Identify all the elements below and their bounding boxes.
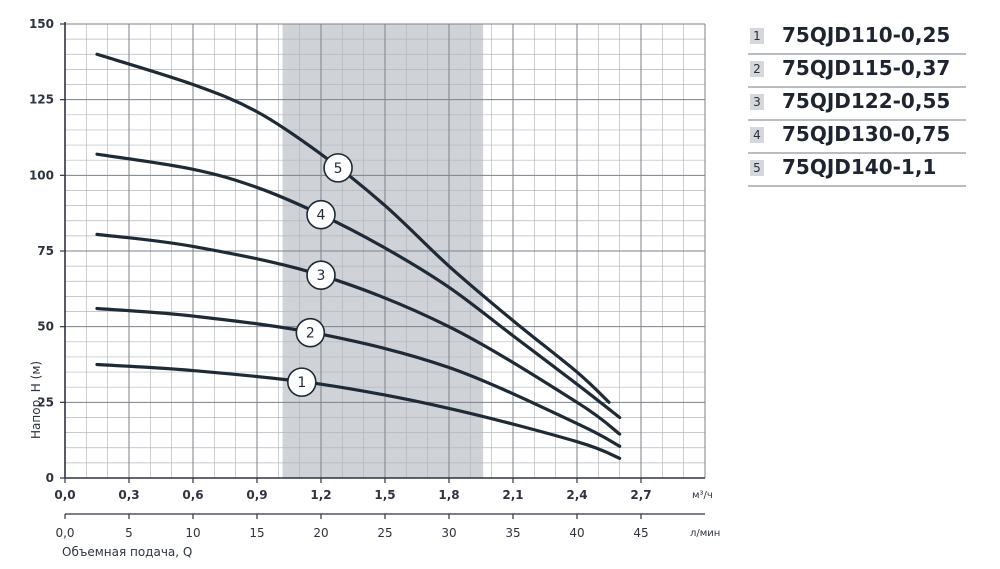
legend-label: 75QJD140-1,1 [782, 155, 937, 179]
marker-label: 1 [297, 375, 306, 391]
legend-label: 75QJD122-0,55 [782, 89, 951, 113]
series-marker-2: 2 [295, 317, 326, 348]
x-tick-label-lmin: 0,0 [55, 526, 74, 540]
x-tick-label-m3h: 0,3 [118, 488, 139, 502]
x-tick-label-m3h: 2,4 [566, 488, 587, 502]
legend-number: 1 [750, 28, 764, 44]
marker-label: 2 [306, 326, 315, 342]
x-tick-label-m3h: 2,1 [502, 488, 523, 502]
marker-label: 4 [317, 208, 326, 224]
y-axis-label: Напор, H (м) [29, 361, 43, 439]
x-tick-label-lmin: 5 [125, 526, 133, 540]
marker-circle [306, 199, 336, 230]
legend-label: 75QJD130-0,75 [782, 122, 951, 146]
legend-label: 75QJD115-0,37 [782, 56, 951, 80]
series-marker-4: 4 [306, 199, 336, 230]
y-tick-label: 0 [46, 471, 54, 485]
y-tick-label: 100 [29, 168, 54, 182]
x-axis-label: Объемная подача, Q [62, 545, 192, 559]
legend-item: 5 75QJD140-1,1 [748, 154, 966, 187]
legend-number: 5 [750, 160, 764, 176]
marker-circle [286, 367, 317, 397]
series-line-4 [95, 152, 622, 420]
legend-number: 3 [750, 94, 764, 110]
x-tick-label-lmin: 40 [569, 526, 584, 540]
legend-item: 1 75QJD110-0,25 [748, 22, 966, 55]
y-tick-label: 150 [29, 17, 54, 31]
series-line-5 [95, 52, 611, 404]
x-tick-label-m3h: 2,7 [630, 488, 651, 502]
x-tick-label-m3h: 0,6 [182, 488, 203, 502]
x-tick-label-lmin: 30 [441, 526, 456, 540]
series-marker-5: 5 [323, 153, 353, 183]
series-line-3 [95, 232, 622, 436]
legend-label: 75QJD110-0,25 [782, 23, 951, 47]
x-tick-label-m3h: 0,9 [246, 488, 267, 502]
x-tick-label-lmin: 35 [505, 526, 520, 540]
marker-circle [323, 153, 353, 183]
x-tick-label-lmin: 20 [313, 526, 328, 540]
y-tick-label: 50 [37, 320, 54, 334]
series [95, 52, 622, 460]
x-unit-bottom: л/мин [690, 528, 720, 539]
x-tick-label-m3h: 1,5 [374, 488, 395, 502]
series-marker-3: 3 [306, 260, 336, 291]
series-line-2 [95, 306, 622, 448]
legend-number: 2 [750, 61, 764, 77]
x-tick-label-lmin: 25 [377, 526, 392, 540]
y-tick-label: 125 [29, 93, 54, 107]
legend: 1 75QJD110-0,25 2 75QJD115-0,37 3 75QJD1… [748, 22, 966, 187]
x-tick-label-lmin: 10 [185, 526, 200, 540]
y-tick-label: 25 [37, 395, 54, 409]
x-tick-label-m3h: 0,0 [54, 488, 75, 502]
x-tick-label-m3h: 1,8 [438, 488, 459, 502]
axis-labels: Напор, H (м) м³/ч л/мин Объемная подача,… [29, 361, 720, 559]
x-tick-label-lmin: 45 [633, 526, 648, 540]
series-marker-1: 1 [286, 367, 317, 397]
legend-number: 4 [750, 127, 764, 143]
legend-item: 2 75QJD115-0,37 [748, 55, 966, 88]
legend-item: 3 75QJD122-0,55 [748, 88, 966, 121]
series-markers: 1 2 3 4 5 [286, 153, 353, 397]
x-unit-top: м³/ч [692, 490, 713, 501]
y-tick-label: 75 [37, 244, 54, 258]
legend-item: 4 75QJD130-0,75 [748, 121, 966, 154]
series-line-1 [95, 362, 622, 460]
marker-circle [295, 317, 326, 348]
x-tick-label-m3h: 1,2 [310, 488, 331, 502]
grid [64, 23, 706, 479]
marker-circle [306, 260, 336, 291]
marker-label: 3 [317, 268, 326, 284]
marker-label: 5 [334, 161, 343, 177]
x-tick-label-lmin: 15 [249, 526, 264, 540]
